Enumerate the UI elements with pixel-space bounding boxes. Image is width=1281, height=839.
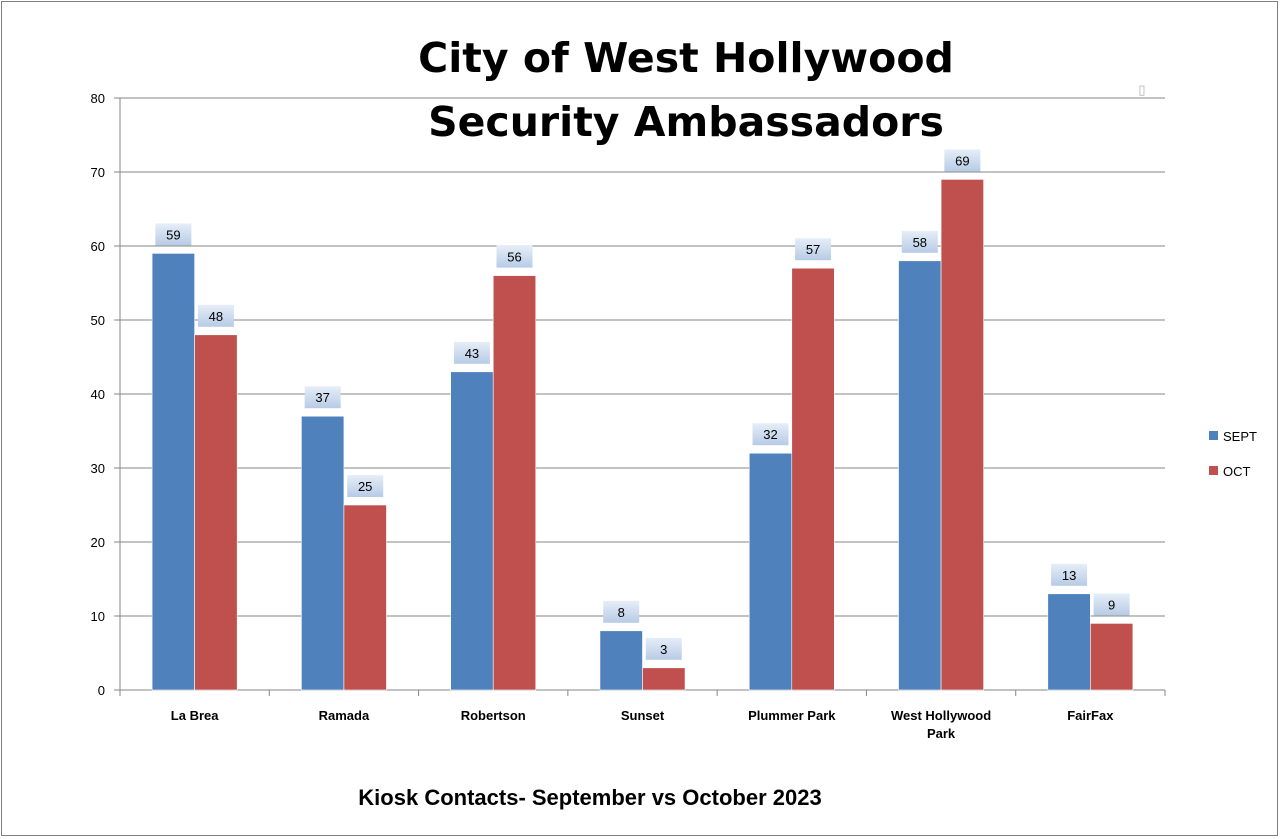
x-category-label: Sunset: [621, 708, 665, 723]
data-label-box: [944, 149, 981, 172]
bar-sept: [599, 630, 643, 691]
data-label: 8: [618, 605, 625, 620]
x-category-label: Plummer Park: [748, 708, 836, 723]
y-tick-label: 30: [91, 461, 105, 476]
x-category-label: Robertson: [461, 708, 526, 723]
data-label-box: [752, 423, 789, 446]
data-label-box: [645, 637, 682, 660]
data-label: 25: [358, 479, 372, 494]
bar-sept: [898, 260, 942, 691]
data-label-box: [901, 230, 938, 253]
bar-oct: [343, 504, 387, 691]
placeholder-glyph: ▯: [1138, 82, 1145, 97]
x-category-label: FairFax: [1067, 708, 1114, 723]
data-label-box: [496, 245, 533, 268]
data-label-box: [304, 386, 341, 409]
data-label: 13: [1062, 568, 1076, 583]
data-label: 69: [955, 153, 969, 168]
y-tick-label: 10: [91, 609, 105, 624]
legend-swatch-oct: [1209, 466, 1218, 475]
data-label: 48: [209, 309, 223, 324]
legend-label-sept: SEPT: [1223, 429, 1257, 444]
data-label-box: [795, 238, 832, 261]
y-tick-label: 20: [91, 535, 105, 550]
y-tick-label: 40: [91, 387, 105, 402]
chart-title-line: Security Ambassadors: [428, 98, 944, 146]
x-category-label: La Brea: [171, 708, 219, 723]
bar-oct: [791, 267, 835, 691]
bar-oct: [940, 179, 984, 691]
data-label: 57: [806, 242, 820, 257]
bar-sept: [450, 371, 494, 691]
chart-subtitle: Kiosk Contacts- September vs October 202…: [358, 785, 821, 810]
axes: 0 10 20 30 40 50 60 70 80 La Brea Ramada Robertson S…: [91, 91, 1166, 741]
y-tick-label: 0: [98, 683, 105, 698]
data-labels: 59 48 37 25 43 56 8 3 32 57 58 69 13 9: [155, 149, 1130, 660]
data-label: 9: [1108, 597, 1115, 612]
data-label: 37: [315, 390, 329, 405]
data-label-box: [603, 600, 640, 623]
legend-swatch-sept: [1209, 431, 1218, 440]
data-label: 59: [166, 227, 180, 242]
data-label-box: [197, 304, 234, 327]
data-label-box: [1051, 563, 1088, 586]
legend: SEPT OCT: [1209, 429, 1257, 479]
data-label: 56: [507, 250, 521, 265]
bar-oct: [642, 667, 686, 691]
data-label: 32: [763, 427, 777, 442]
y-tick-label: 70: [91, 165, 105, 180]
chart-title: City of West Hollywood Security Ambassado…: [418, 34, 954, 146]
x-category-label: Park: [927, 726, 956, 741]
gridlines: [120, 97, 1165, 617]
bar-sept: [748, 452, 793, 691]
data-label-box: [347, 475, 384, 497]
bars: [151, 179, 1134, 691]
data-label: 58: [913, 235, 927, 250]
bar-sept: [301, 415, 345, 691]
data-label-box: [155, 223, 192, 246]
bar-oct: [1090, 623, 1134, 691]
y-tick-label: 60: [91, 239, 105, 254]
x-category-label: West Hollywood: [891, 708, 991, 723]
chart-title-line: City of West Hollywood: [418, 34, 954, 82]
y-tick-label: 50: [91, 313, 105, 328]
data-label: 3: [660, 642, 667, 657]
data-label-box: [453, 341, 490, 364]
x-category-label: Ramada: [319, 708, 370, 723]
data-label: 43: [465, 346, 479, 361]
bar-sept: [1047, 593, 1091, 691]
bar-oct: [492, 275, 537, 691]
y-tick-label: 80: [91, 91, 105, 106]
bar-sept: [151, 253, 195, 691]
bar-oct: [194, 334, 238, 691]
legend-label-oct: OCT: [1223, 464, 1251, 479]
data-label-box: [1093, 593, 1130, 616]
